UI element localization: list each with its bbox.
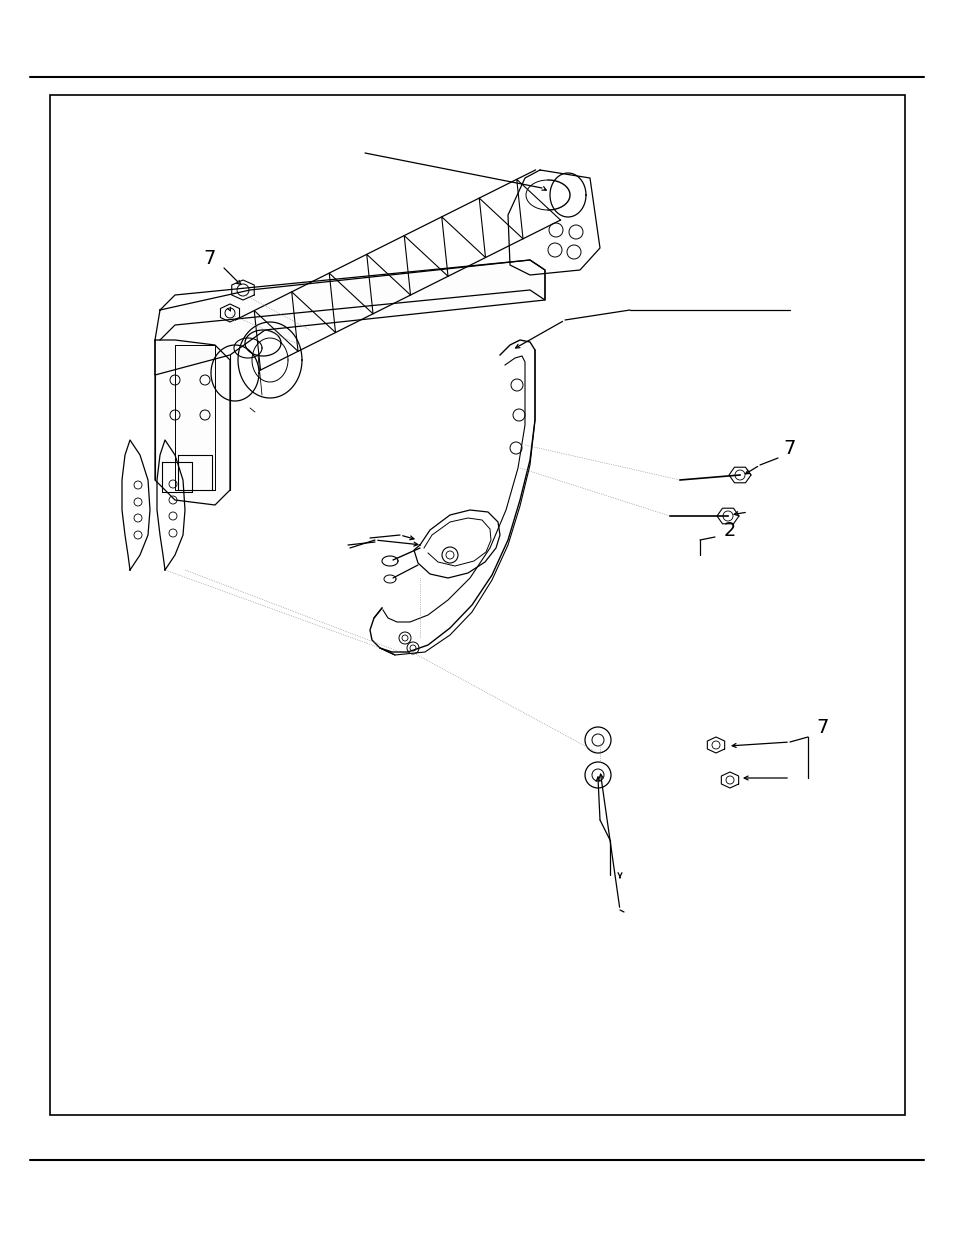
Polygon shape — [154, 261, 544, 375]
Text: 2: 2 — [723, 520, 736, 540]
Polygon shape — [154, 340, 230, 505]
Bar — [50, 95, 904, 1115]
Text: 7: 7 — [783, 438, 796, 457]
Text: 7: 7 — [816, 719, 828, 737]
Text: 7: 7 — [204, 248, 216, 268]
